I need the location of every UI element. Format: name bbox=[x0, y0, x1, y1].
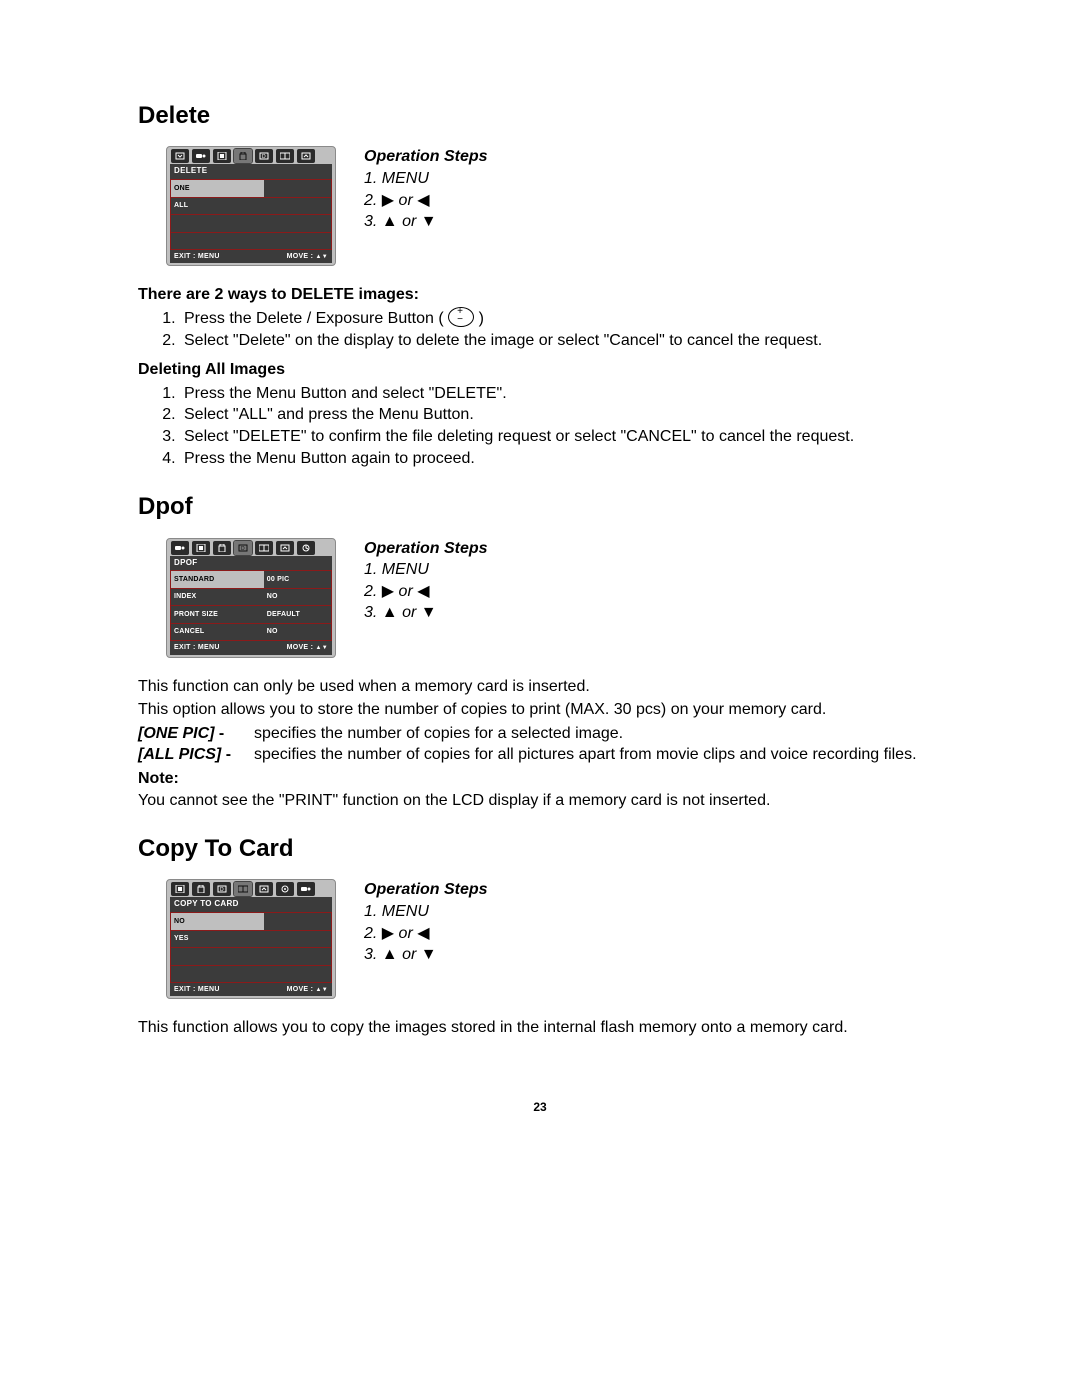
lcd-footer-right: MOVE : ▲▼ bbox=[287, 985, 328, 994]
lcd-footer-right: MOVE : ▲▼ bbox=[287, 252, 328, 261]
svg-text:D: D bbox=[220, 887, 224, 893]
lcd-tab-icon bbox=[171, 149, 189, 163]
dpof-heading: Dpof bbox=[138, 491, 942, 523]
list-item: Select "DELETE" to confirm the file dele… bbox=[180, 426, 942, 448]
copy-p1: This function allows you to copy the ima… bbox=[138, 1017, 942, 1039]
page-number: 23 bbox=[138, 1099, 942, 1115]
delete-lcd-title: DELETE bbox=[170, 164, 332, 179]
copy-heading: Copy To Card bbox=[138, 833, 942, 865]
list-item: Press the Menu Button again to proceed. bbox=[180, 448, 942, 470]
delete-exposure-icon bbox=[448, 307, 474, 327]
lcd-row bbox=[171, 948, 331, 965]
dpof-top-row: D DPOF STANDARD00 PIC INDEXNO PRONT SIZE… bbox=[166, 538, 942, 658]
dpof-def-row: [ONE PIC] -specifies the number of copie… bbox=[138, 723, 942, 745]
op-step-3: 3. ▲ or ▼ bbox=[364, 944, 488, 966]
svg-text:D: D bbox=[262, 154, 266, 160]
lcd-footer-right: MOVE : ▲▼ bbox=[287, 643, 328, 652]
lcd-tab-icon bbox=[192, 149, 210, 163]
lcd-row: STANDARD00 PIC bbox=[171, 571, 331, 588]
lcd-tab-icon bbox=[171, 541, 189, 555]
lcd-tab-icon bbox=[192, 882, 210, 896]
delete-sub1: There are 2 ways to DELETE images: bbox=[138, 284, 942, 306]
delete-heading: Delete bbox=[138, 100, 942, 132]
op-steps-heading: Operation Steps bbox=[364, 879, 488, 901]
op-step-1: 1. MENU bbox=[364, 168, 488, 190]
lcd-row: CANCELNO bbox=[171, 624, 331, 640]
lcd-tab-icon-selected bbox=[234, 149, 252, 163]
lcd-tab-icon: D bbox=[255, 149, 273, 163]
copy-lcd-tabs: D bbox=[167, 880, 335, 897]
delete-lcd-tabs: D bbox=[167, 147, 335, 164]
lcd-tab-icon bbox=[255, 541, 273, 555]
copy-lcd: D COPY TO CARD NO YES EXIT : MENU MOVE : … bbox=[166, 879, 336, 999]
op-step-1: 1. MENU bbox=[364, 559, 488, 581]
list-item: Press the Delete / Exposure Button ( ) bbox=[180, 308, 942, 330]
dpof-lcd: D DPOF STANDARD00 PIC INDEXNO PRONT SIZE… bbox=[166, 538, 336, 658]
dpof-definitions: [ONE PIC] -specifies the number of copie… bbox=[138, 723, 942, 766]
op-step-3: 3. ▲ or ▼ bbox=[364, 602, 488, 624]
lcd-tab-icon bbox=[213, 541, 231, 555]
lcd-row: ALL bbox=[171, 198, 331, 215]
op-step-2: 2. ▶ or ◀ bbox=[364, 581, 488, 603]
dpof-note-label: Note: bbox=[138, 768, 942, 790]
lcd-tab-icon bbox=[276, 882, 294, 896]
lcd-tab-icon bbox=[276, 149, 294, 163]
op-steps-heading: Operation Steps bbox=[364, 538, 488, 560]
delete-sub2: Deleting All Images bbox=[138, 359, 942, 381]
lcd-tab-icon bbox=[276, 541, 294, 555]
dpof-p2: This option allows you to store the numb… bbox=[138, 699, 942, 721]
dpof-lcd-title: DPOF bbox=[170, 556, 332, 571]
lcd-row bbox=[171, 966, 331, 982]
op-steps-heading: Operation Steps bbox=[364, 146, 488, 168]
dpof-note-text: You cannot see the "PRINT" function on t… bbox=[138, 790, 942, 812]
op-step-3: 3. ▲ or ▼ bbox=[364, 211, 488, 233]
delete-list1: Press the Delete / Exposure Button ( ) S… bbox=[138, 308, 942, 351]
delete-list2: Press the Menu Button and select "DELETE… bbox=[138, 383, 942, 469]
lcd-tab-icon-selected bbox=[234, 882, 252, 896]
list-item: Press the Menu Button and select "DELETE… bbox=[180, 383, 942, 405]
lcd-tab-icon bbox=[213, 149, 231, 163]
lcd-tab-icon bbox=[192, 541, 210, 555]
lcd-tab-icon bbox=[297, 882, 315, 896]
dpof-op-steps: Operation Steps 1. MENU 2. ▶ or ◀ 3. ▲ o… bbox=[364, 538, 488, 624]
lcd-row: PRONT SIZEDEFAULT bbox=[171, 606, 331, 623]
delete-lcd: D DELETE ONE ALL EXIT : MENU MOVE : ▲▼ bbox=[166, 146, 336, 266]
lcd-tab-icon bbox=[297, 149, 315, 163]
list-item: Select "Delete" on the display to delete… bbox=[180, 330, 942, 352]
op-step-2: 2. ▶ or ◀ bbox=[364, 923, 488, 945]
copy-lcd-title: COPY TO CARD bbox=[170, 897, 332, 912]
dpof-p1: This function can only be used when a me… bbox=[138, 676, 942, 698]
lcd-row: NO bbox=[171, 913, 331, 930]
lcd-row bbox=[171, 215, 331, 232]
svg-text:D: D bbox=[241, 546, 245, 552]
lcd-row: ONE bbox=[171, 180, 331, 197]
lcd-tab-icon-selected: D bbox=[234, 541, 252, 555]
delete-op-steps: Operation Steps 1. MENU 2. ▶ or ◀ 3. ▲ o… bbox=[364, 146, 488, 232]
dpof-lcd-tabs: D bbox=[167, 539, 335, 556]
copy-top-row: D COPY TO CARD NO YES EXIT : MENU MOVE : … bbox=[166, 879, 942, 999]
op-step-2: 2. ▶ or ◀ bbox=[364, 190, 488, 212]
lcd-footer-left: EXIT : MENU bbox=[174, 643, 220, 652]
lcd-footer-left: EXIT : MENU bbox=[174, 252, 220, 261]
lcd-tab-icon bbox=[255, 882, 273, 896]
lcd-tab-icon bbox=[297, 541, 315, 555]
lcd-row: YES bbox=[171, 931, 331, 948]
lcd-row: INDEXNO bbox=[171, 589, 331, 606]
lcd-row bbox=[171, 233, 331, 249]
lcd-tab-icon bbox=[171, 882, 189, 896]
delete-top-row: D DELETE ONE ALL EXIT : MENU MOVE : ▲▼ Op… bbox=[166, 146, 942, 266]
op-step-1: 1. MENU bbox=[364, 901, 488, 923]
copy-op-steps: Operation Steps 1. MENU 2. ▶ or ◀ 3. ▲ o… bbox=[364, 879, 488, 965]
lcd-footer-left: EXIT : MENU bbox=[174, 985, 220, 994]
lcd-tab-icon: D bbox=[213, 882, 231, 896]
dpof-def-row: [ALL PICS] -specifies the number of copi… bbox=[138, 744, 942, 766]
list-item: Select "ALL" and press the Menu Button. bbox=[180, 404, 942, 426]
